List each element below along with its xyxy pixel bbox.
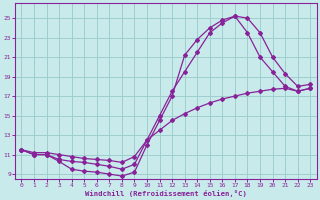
X-axis label: Windchill (Refroidissement éolien,°C): Windchill (Refroidissement éolien,°C) <box>85 190 247 197</box>
